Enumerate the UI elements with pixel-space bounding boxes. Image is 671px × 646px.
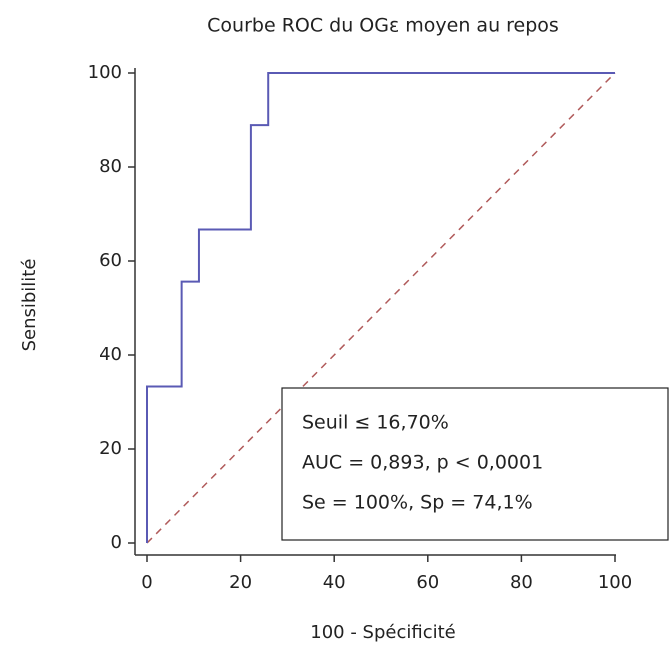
annotation-text: Se = 100%, Sp = 74,1% [302, 492, 533, 514]
x-tick-label: 0 [141, 572, 152, 593]
y-tick-label: 60 [99, 250, 122, 271]
x-tick-label: 20 [229, 572, 252, 593]
x-axis-label: 100 - Spécificité [310, 622, 456, 643]
y-tick-label: 80 [99, 156, 122, 177]
series-line [146, 72, 616, 544]
y-tick-label: 100 [88, 62, 122, 83]
chart-title: Courbe ROC du OGε moyen au repos [207, 15, 559, 37]
annotation-box [281, 387, 669, 541]
y-tick-label: 0 [111, 532, 122, 553]
x-tick-label: 100 [598, 572, 632, 593]
annotation-text: AUC = 0,893, p < 0,0001 [302, 452, 543, 474]
annotation-text: Seuil ≤ 16,70% [302, 412, 449, 434]
x-tick-label: 60 [416, 572, 439, 593]
y-tick-label: 40 [99, 344, 122, 365]
series-line [146, 72, 615, 543]
x-tick-label: 40 [323, 572, 346, 593]
y-axis-label: Sensibilité [19, 259, 40, 352]
y-tick-label: 20 [99, 438, 122, 459]
x-tick-label: 80 [510, 572, 533, 593]
